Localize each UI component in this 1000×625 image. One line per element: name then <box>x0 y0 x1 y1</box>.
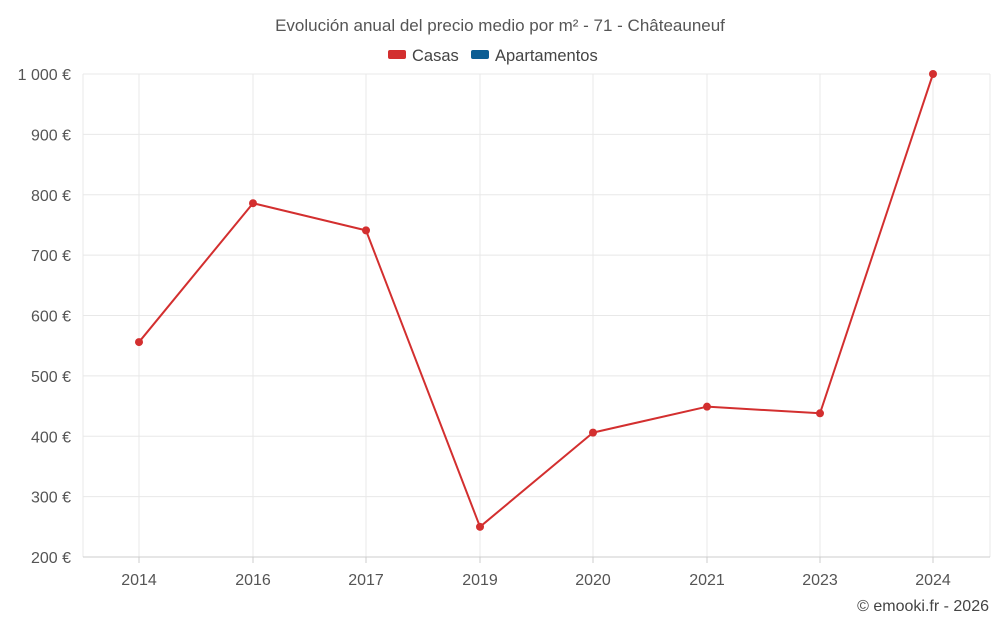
x-tick-label: 2021 <box>689 572 725 589</box>
data-point-casas-2024[interactable] <box>929 70 937 78</box>
y-tick-label: 400 € <box>31 429 71 446</box>
legend-swatch-apartamentos <box>471 50 489 59</box>
y-tick-label: 500 € <box>31 369 71 386</box>
grid-lines <box>82 73 991 558</box>
x-tick-label: 2014 <box>121 572 157 589</box>
x-tick-label: 2016 <box>235 572 271 589</box>
x-tick-label: 2019 <box>462 572 498 589</box>
data-point-casas-2014[interactable] <box>135 338 143 347</box>
x-tick-label: 2024 <box>915 572 951 589</box>
legend-item-apartamentos[interactable]: Apartamentos <box>471 47 598 65</box>
series-casas <box>135 70 937 531</box>
data-point-casas-2020[interactable] <box>589 428 597 437</box>
data-point-casas-2019[interactable] <box>476 522 484 531</box>
y-tick-label: 1 000 € <box>18 67 71 84</box>
x-tick-label: 2023 <box>802 572 838 589</box>
x-axis-ticks: 2014 2016 2017 2019 2020 2021 2023 2024 <box>121 572 951 589</box>
y-tick-label: 800 € <box>31 188 71 205</box>
y-tick-label: 300 € <box>31 490 71 507</box>
x-tick-label: 2017 <box>348 572 384 589</box>
series-line-casas <box>138 73 934 528</box>
y-tick-label: 900 € <box>31 127 71 144</box>
legend-label-casas: Casas <box>412 47 459 65</box>
data-point-casas-2017[interactable] <box>362 226 370 235</box>
legend-item-casas[interactable]: Casas <box>388 47 459 65</box>
chart-legend: Casas Apartamentos <box>388 47 598 65</box>
y-axis-ticks: 200 € 300 € 400 € 500 € 600 € 700 € 800 € 900 €… <box>18 67 71 567</box>
chart-title: Evolución anual del precio medio por m² … <box>275 16 725 35</box>
legend-label-apartamentos: Apartamentos <box>495 47 598 65</box>
credit-text: © emooki.fr - 2026 <box>857 598 989 615</box>
data-point-casas-2016[interactable] <box>249 199 257 208</box>
legend-swatch-casas <box>388 50 406 59</box>
x-tick-label: 2020 <box>575 572 611 589</box>
data-point-casas-2021[interactable] <box>703 402 711 411</box>
y-tick-label: 600 € <box>31 309 71 326</box>
data-point-casas-2023[interactable] <box>816 409 824 418</box>
y-tick-label: 200 € <box>31 550 71 567</box>
y-tick-label: 700 € <box>31 248 71 265</box>
axes <box>83 556 990 563</box>
